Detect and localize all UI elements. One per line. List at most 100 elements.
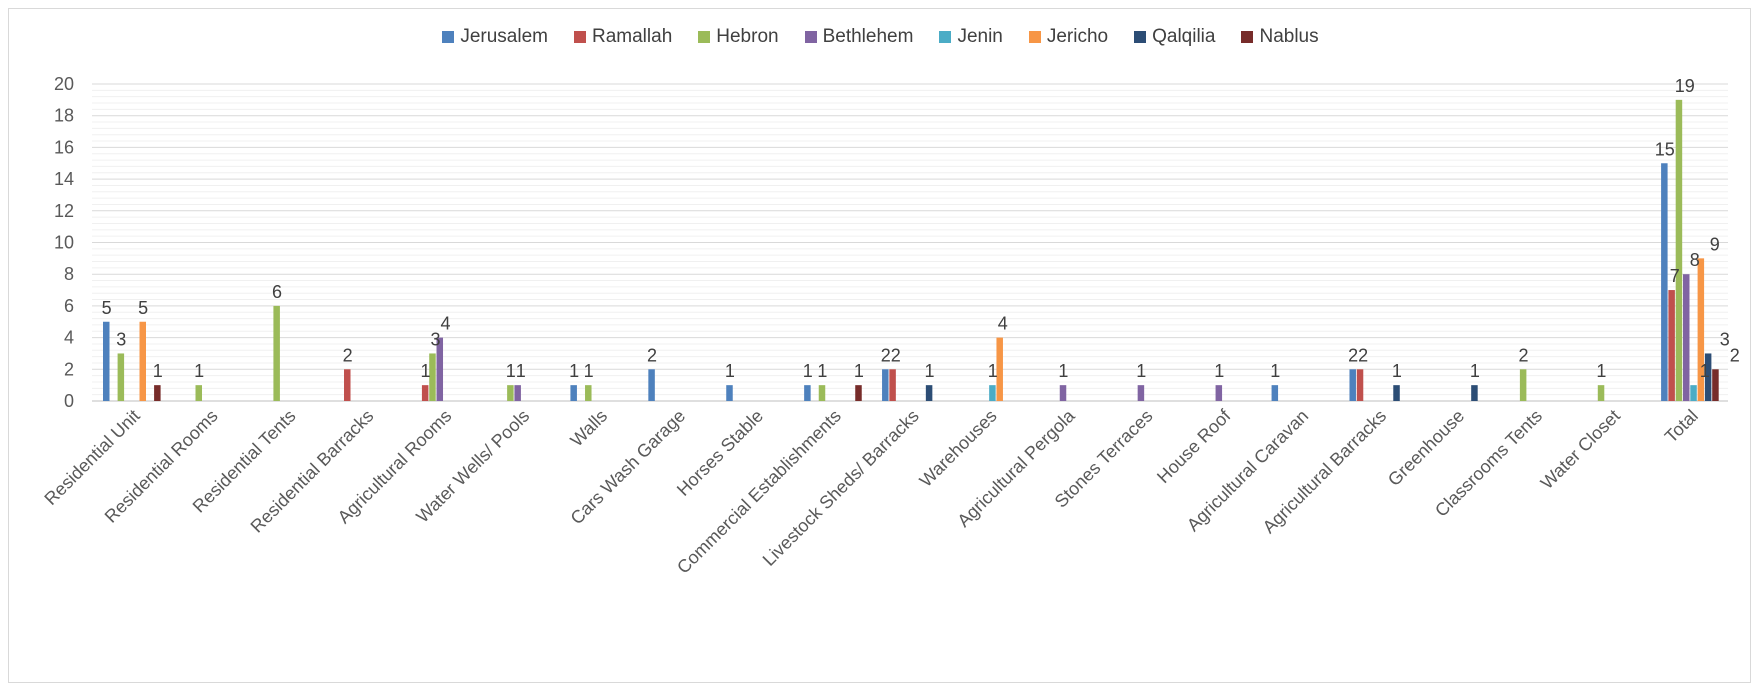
data-label: 4: [998, 314, 1008, 334]
data-label: 4: [441, 314, 451, 334]
data-label: 3: [116, 329, 126, 349]
data-label: 2: [1519, 345, 1529, 365]
bar-hebron-water-closet: [1597, 385, 1605, 401]
data-label: 2: [891, 345, 901, 365]
bar-hebron-residential-tents: [273, 305, 280, 401]
x-tick-label: Greenhouse: [1384, 406, 1468, 490]
legend-item-hebron: Hebron: [698, 26, 779, 48]
data-label: 1: [516, 361, 526, 381]
data-label: 1: [1058, 361, 1068, 381]
data-label: 2: [1730, 345, 1740, 365]
bar-hebron-classrooms-tents: [1519, 369, 1527, 401]
legend-label: Ramallah: [592, 26, 673, 47]
bar-jenin-warehouses: [989, 385, 996, 401]
bar-bethlehem-stones-terraces: [1137, 385, 1145, 401]
bar-ramallah-livestock-sheds-barracks: [889, 369, 896, 401]
legend-item-jerusalem: Jerusalem: [442, 26, 548, 48]
y-tick-label: 16: [54, 137, 74, 157]
bar-nablus-total: [1712, 369, 1719, 401]
bar-hebron-water-wells-pools: [507, 385, 514, 401]
y-tick-label: 18: [54, 106, 74, 126]
bar-jerusalem-cars-wash-garage: [648, 369, 655, 401]
data-label: 9: [1710, 234, 1720, 254]
bar-jericho-residential-unit: [139, 321, 146, 401]
y-tick-label: 14: [54, 169, 74, 189]
chart-legend: Jerusalem Ramallah Hebron Bethlehem Jenin Jer…: [0, 26, 1761, 48]
bar-jerusalem-agricultural-barracks: [1349, 369, 1356, 401]
data-label: 1: [1596, 361, 1606, 381]
data-label: 1: [803, 361, 813, 381]
data-label: 1: [506, 361, 516, 381]
legend-swatch-jericho: [1028, 31, 1041, 43]
data-label: 8: [1690, 250, 1700, 270]
x-tick-label: Total: [1661, 406, 1702, 447]
y-tick-label: 12: [54, 201, 74, 221]
data-label: 1: [1214, 361, 1224, 381]
y-tick-label: 20: [54, 74, 74, 94]
bar-jericho-warehouses: [996, 337, 1003, 401]
bar-hebron-commercial-establishments: [818, 385, 826, 401]
data-label: 19: [1675, 76, 1695, 96]
bar-qalqilia-greenhouse: [1471, 385, 1478, 401]
data-label: 1: [817, 361, 827, 381]
legend-item-nablus: Nablus: [1241, 26, 1319, 48]
bar-ramallah-agricultural-rooms: [421, 385, 429, 401]
y-tick-label: 10: [54, 233, 74, 253]
data-label: 1: [924, 361, 934, 381]
bar-jerusalem-livestock-sheds-barracks: [882, 369, 889, 401]
data-label: 15: [1655, 139, 1675, 159]
data-label: 2: [1348, 345, 1358, 365]
bar-jenin-total: [1690, 385, 1697, 401]
data-label: 1: [153, 361, 163, 381]
legend-label: Nablus: [1259, 26, 1319, 47]
legend-swatch-nablus: [1241, 31, 1254, 43]
x-tick-label: Livestock Sheds/ Barracks: [759, 406, 923, 570]
data-label: 1: [1470, 361, 1480, 381]
legend-swatch-jenin: [939, 31, 952, 43]
legend-swatch-hebron: [698, 31, 711, 43]
bar-jerusalem-agricultural-caravan: [1271, 385, 1279, 401]
legend-item-jericho: Jericho: [1028, 26, 1109, 48]
data-label: 1: [725, 361, 735, 381]
bar-bethlehem-house-roof: [1215, 385, 1223, 401]
y-tick-label: 4: [64, 328, 74, 348]
x-tick-label: Warehouses: [916, 406, 1001, 491]
bar-ramallah-agricultural-barracks: [1356, 369, 1364, 401]
legend-label: Bethlehem: [822, 26, 914, 47]
legend-label: Jericho: [1046, 26, 1109, 47]
data-label: 5: [138, 298, 148, 318]
legend-item-qalqilia: Qalqilia: [1134, 26, 1215, 48]
bar-hebron-residential-unit: [117, 353, 125, 401]
data-label: 5: [102, 298, 112, 318]
legend-item-ramallah: Ramallah: [574, 26, 672, 48]
bar-jerusalem-commercial-establishments: [804, 385, 811, 401]
bar-ramallah-total: [1668, 290, 1675, 401]
legend-swatch-jerusalem: [442, 31, 455, 43]
legend-label: Jerusalem: [460, 26, 548, 47]
data-label: 3: [431, 329, 441, 349]
bar-bethlehem-agricultural-pergola: [1059, 385, 1067, 401]
bar-bethlehem-total: [1682, 274, 1690, 401]
bar-bethlehem-water-wells-pools: [514, 385, 521, 401]
legend-label: Jenin: [957, 26, 1003, 47]
bar-hebron-walls: [585, 385, 592, 401]
bar-hebron-total: [1675, 99, 1683, 401]
y-tick-label: 2: [64, 359, 74, 379]
x-tick-label: House Roof: [1153, 405, 1235, 487]
bar-jerusalem-horses-stable: [726, 385, 733, 401]
bar-ramallah-residential-barracks: [344, 369, 351, 401]
bar-qalqilia-total: [1704, 353, 1712, 401]
data-label: 2: [343, 345, 353, 365]
x-tick-label: Walls: [566, 406, 611, 451]
data-label: 2: [881, 345, 891, 365]
bar-nablus-commercial-establishments: [855, 385, 862, 401]
data-label: 1: [569, 361, 579, 381]
data-label: 1: [988, 361, 998, 381]
legend-item-bethlehem: Bethlehem: [804, 26, 914, 48]
y-tick-label: 8: [64, 264, 74, 284]
bar-jerusalem-walls: [570, 385, 577, 401]
data-label: 7: [1670, 266, 1680, 286]
bar-bethlehem-agricultural-rooms: [436, 337, 444, 401]
data-label: 1: [1392, 361, 1402, 381]
